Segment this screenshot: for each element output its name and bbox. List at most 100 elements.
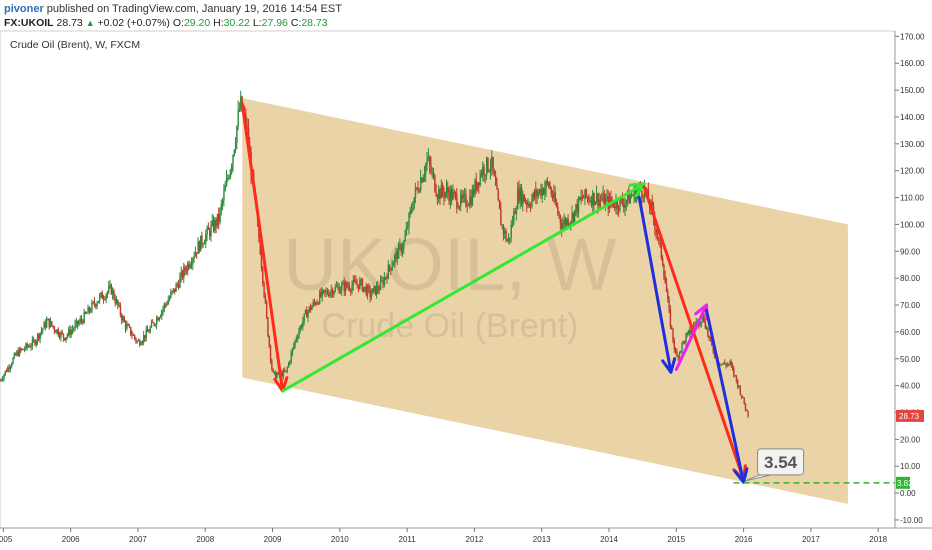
x-tick-label: 2010 [331, 535, 349, 544]
candle-body [352, 279, 355, 286]
candle-body [501, 225, 503, 227]
last-price: 28.73 [56, 17, 83, 29]
candle-body [70, 330, 72, 335]
candle-body [527, 204, 529, 206]
candle-body [601, 199, 603, 201]
candle-body [374, 286, 377, 295]
candle-body [177, 284, 180, 288]
candle-body [621, 198, 624, 205]
open-value: 29.20 [183, 17, 211, 29]
price-scale[interactable] [895, 31, 932, 550]
candle-body [379, 280, 382, 290]
candle-body [470, 196, 472, 206]
candle-body [166, 304, 168, 305]
candle-body [462, 194, 465, 199]
publisher-name[interactable]: pivoner [4, 3, 44, 15]
candle-body [520, 187, 523, 205]
candle-body [390, 268, 392, 271]
trend-arrow[interactable] [281, 182, 646, 393]
candle-body [39, 332, 41, 339]
candle-body [617, 208, 620, 211]
candle-body [413, 197, 415, 209]
candle-body [397, 244, 400, 259]
candle-body [707, 328, 709, 336]
candle-body [175, 284, 177, 292]
candle-body [132, 335, 135, 336]
candle-body [193, 256, 195, 259]
candle-body [654, 218, 656, 230]
candle-body [285, 370, 287, 372]
candle-body [511, 223, 514, 225]
candle-body [680, 350, 682, 353]
candle-body [375, 286, 378, 295]
candle-body [329, 292, 331, 297]
candle-body [184, 267, 186, 271]
candle-body [158, 317, 160, 321]
candle-body [425, 164, 427, 174]
candle-body [205, 234, 207, 244]
candle-body [203, 243, 206, 245]
x-tick-label: 2009 [264, 535, 282, 544]
candle-body [418, 190, 421, 192]
candle-body [524, 201, 527, 203]
candle-body [62, 333, 65, 338]
candle-body [423, 173, 426, 178]
candle-body [264, 295, 267, 302]
candle-body [268, 336, 270, 346]
candle-body [678, 352, 681, 359]
candle-body [219, 209, 221, 222]
candle-body [580, 196, 582, 200]
candle-body [308, 306, 311, 312]
candle-body [34, 340, 36, 345]
candle-body [422, 177, 424, 183]
candle-body [484, 174, 487, 176]
close-value: 28.73 [301, 17, 328, 29]
candle-body [133, 335, 136, 339]
symbol-label[interactable]: FX:UKOIL [4, 17, 54, 29]
candle-body [356, 284, 358, 286]
candle-body [403, 241, 405, 249]
x-tick-label: 2017 [802, 535, 820, 544]
candle-body [75, 320, 78, 324]
candle-body [407, 227, 409, 229]
candle-body [201, 235, 203, 245]
candle-body [355, 281, 357, 285]
candle-body [153, 322, 155, 325]
candle-body [155, 317, 158, 325]
candle-body [221, 200, 224, 204]
candle-body [426, 159, 428, 165]
candle-body [432, 172, 435, 176]
candle-body [206, 227, 208, 235]
trend-arrow[interactable] [637, 196, 677, 374]
candle-body [89, 311, 92, 313]
candle-body [225, 178, 228, 187]
candle-body [417, 188, 419, 192]
candle-body [368, 286, 370, 289]
regression-channel[interactable] [242, 98, 848, 504]
candle-body [118, 304, 120, 306]
candle-body [581, 196, 584, 198]
candle-body [60, 332, 62, 338]
candle-body [20, 348, 22, 351]
candle-body [273, 371, 276, 373]
candle-body [277, 372, 280, 375]
candle-body [31, 339, 34, 347]
candle-body [733, 368, 735, 375]
candle-body [513, 211, 515, 224]
candle-body [361, 279, 364, 291]
target-callout[interactable]: 3.54 [745, 448, 805, 482]
candle-body [667, 292, 669, 299]
candle-body [579, 197, 581, 200]
candle-body [434, 175, 436, 192]
candle-body [557, 206, 559, 213]
candle-body [187, 263, 189, 272]
candle-body [545, 181, 547, 189]
candle-body [104, 299, 106, 300]
y-tick-label: 140.00 [900, 113, 925, 122]
candle-body [57, 329, 60, 336]
candle-body [218, 213, 220, 222]
candle-body [665, 282, 668, 293]
candle-body [167, 300, 170, 305]
candle-body [269, 345, 272, 361]
